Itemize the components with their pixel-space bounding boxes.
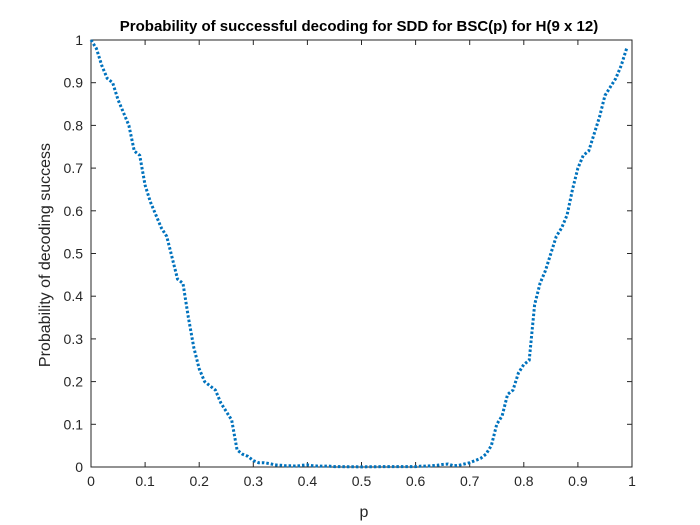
y-tick-label: 0.2 — [64, 374, 84, 390]
x-tick-label: 0.2 — [189, 473, 209, 489]
x-tick-label: 0.5 — [352, 473, 372, 489]
y-tick-label: 1 — [75, 32, 83, 48]
chart-title: Probability of successful decoding for S… — [120, 18, 598, 35]
x-tick-label: 0 — [87, 473, 95, 489]
x-axis: 0 0.1 0.2 0.3 0.4 0.5 0.6 0.7 0.8 0.9 1 — [87, 40, 636, 489]
x-tick-label: 0.3 — [244, 473, 264, 489]
x-tick-label: 0.1 — [135, 473, 155, 489]
x-tick-label: 0.9 — [568, 473, 588, 489]
y-tick-label: 0.5 — [64, 246, 84, 262]
x-tick-label: 0.6 — [406, 473, 426, 489]
y-axis: 0 0.1 0.2 0.3 0.4 0.5 0.6 0.7 0.8 0.9 1 — [64, 32, 632, 475]
y-tick-label: 0.7 — [64, 160, 84, 176]
y-tick-label: 0.3 — [64, 331, 84, 347]
x-axis-label: p — [360, 504, 369, 521]
y-tick-label: 0.4 — [64, 288, 84, 304]
y-tick-label: 0.1 — [64, 416, 84, 432]
x-tick-label: 0.7 — [460, 473, 480, 489]
y-tick-label: 0.8 — [64, 117, 84, 133]
y-tick-label: 0.6 — [64, 203, 84, 219]
y-tick-label: 0.9 — [64, 75, 84, 91]
y-axis-label: Probability of decoding success — [37, 143, 54, 367]
x-tick-label: 0.8 — [514, 473, 534, 489]
series-line — [89, 39, 629, 469]
x-tick-label: 1 — [628, 473, 636, 489]
x-tick-label: 0.4 — [298, 473, 318, 489]
y-tick-label: 0 — [75, 459, 83, 475]
